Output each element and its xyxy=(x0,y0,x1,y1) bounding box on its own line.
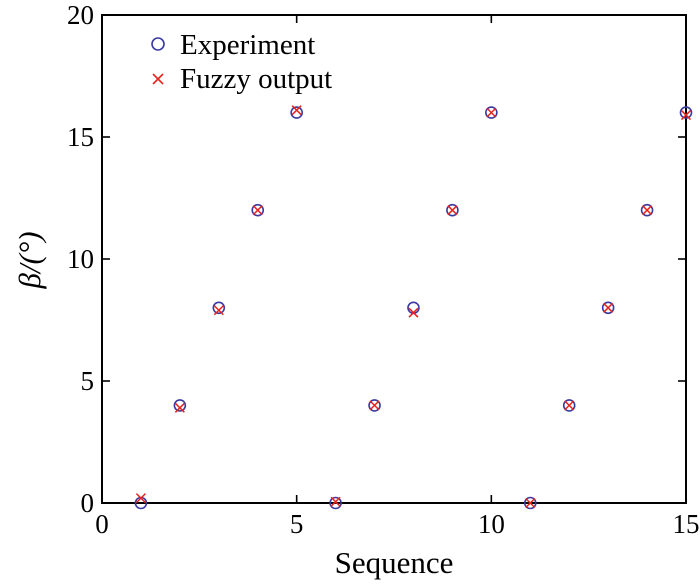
y-axis-ticks: 0 5 10 15 20 xyxy=(67,0,686,518)
experiment-point xyxy=(329,496,342,510)
experiment-point xyxy=(212,301,226,315)
x-tick-label: 15 xyxy=(673,509,700,539)
fuzzy-output-point xyxy=(603,302,614,313)
fuzzy-output-point xyxy=(680,110,692,121)
x-axis-ticks: 0 5 10 15 xyxy=(95,15,700,539)
experiment-point xyxy=(446,203,459,217)
fuzzy-output-point xyxy=(252,205,263,216)
experiment-point xyxy=(640,203,654,217)
experiment-point xyxy=(368,399,381,412)
experiment-point xyxy=(485,106,498,119)
y-tick-label: 15 xyxy=(67,122,94,152)
x-axis-label: Sequence xyxy=(335,545,454,580)
fuzzy-output-point xyxy=(369,400,380,411)
y-axis-label: β/(°) xyxy=(12,231,47,289)
legend-marker-experiment xyxy=(151,37,165,51)
fuzzy-output-point xyxy=(447,205,458,216)
experiment-point xyxy=(173,399,187,412)
x-tick-label: 5 xyxy=(290,509,304,539)
y-tick-label: 5 xyxy=(81,366,95,396)
x-tick-label: 10 xyxy=(478,509,505,539)
y-tick-label: 0 xyxy=(81,488,95,518)
experiment-point xyxy=(251,203,265,217)
fuzzy-output-point xyxy=(213,305,224,316)
y-tick-label: 20 xyxy=(67,0,94,30)
fuzzy-output-point xyxy=(486,107,497,118)
fuzzy-output-point xyxy=(291,105,302,116)
experiment-point xyxy=(562,399,576,412)
fuzzy-output-point xyxy=(135,493,146,504)
legend-label-fuzzy-output: Fuzzy output xyxy=(180,63,332,95)
fuzzy-output-point xyxy=(408,307,419,318)
legend-label-experiment: Experiment xyxy=(180,29,315,61)
x-tick-label: 0 xyxy=(95,509,109,539)
experiment-point xyxy=(523,496,537,510)
data-marks xyxy=(134,105,693,510)
fuzzy-output-point xyxy=(174,402,185,413)
experiment-point xyxy=(601,301,615,315)
fuzzy-output-point xyxy=(330,496,341,507)
fuzzy-output-point xyxy=(642,205,653,216)
fuzzy-output-point xyxy=(564,400,575,411)
experiment-point xyxy=(679,106,693,119)
fuzzy-output-point xyxy=(525,497,536,509)
experiment-point xyxy=(290,106,303,119)
legend-marker-fuzzy-output xyxy=(152,73,164,85)
y-tick-label: 10 xyxy=(67,244,94,274)
legend: Experiment Fuzzy output xyxy=(151,29,332,95)
